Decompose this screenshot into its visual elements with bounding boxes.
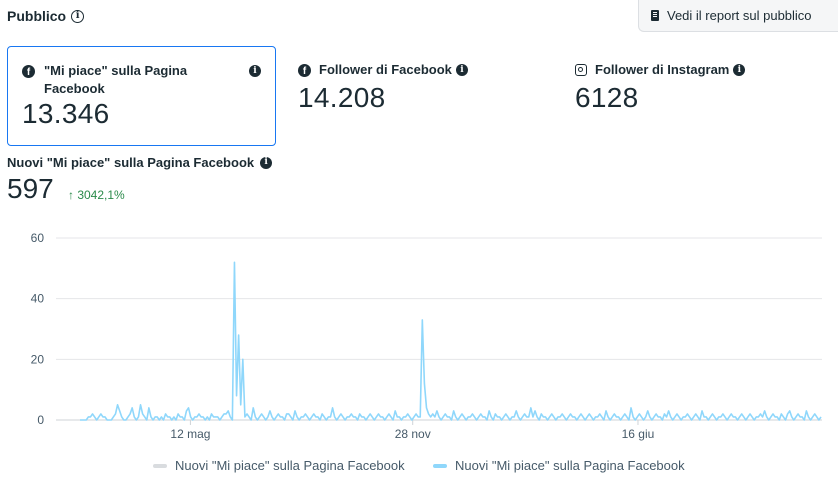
x-tick-label: 12 mag	[170, 427, 210, 441]
info-icon[interactable]: i	[249, 65, 261, 77]
legend-swatch-current	[433, 463, 447, 468]
y-axis-ticks: 60 40 20 0	[31, 231, 45, 427]
card-title: "Mi piace" sulla Pagina Facebook	[44, 63, 188, 96]
y-tick-label: 20	[31, 352, 45, 366]
card-value: 14.208	[298, 82, 386, 113]
metric-card-facebook-page-likes[interactable]: f "Mi piace" sulla Pagina Facebook i 13.…	[7, 46, 276, 146]
report-book-icon	[651, 10, 659, 21]
metric-card-instagram-followers[interactable]: Follower di Instagram i 6128	[575, 46, 815, 146]
instagram-icon	[575, 64, 587, 76]
info-icon[interactable]: i	[733, 64, 746, 76]
legend-label-previous: Nuovi "Mi piace" sulla Pagina Facebook	[175, 458, 405, 473]
series-line-new-page-likes	[80, 261, 822, 421]
card-title: Follower di Instagram	[595, 62, 730, 77]
audience-header: Pubblico i	[7, 8, 85, 24]
legend-item-previous[interactable]: Nuovi "Mi piace" sulla Pagina Facebook	[153, 458, 405, 473]
x-tick-label: 28 nov	[395, 427, 431, 441]
legend-item-current[interactable]: Nuovi "Mi piace" sulla Pagina Facebook	[433, 458, 685, 473]
info-icon[interactable]: i	[71, 9, 85, 23]
card-title: Follower di Facebook	[319, 62, 452, 77]
audience-report-button-label: Vedi il report sul pubblico	[667, 8, 812, 23]
metric-card-facebook-followers[interactable]: f Follower di Facebook i 14.208	[298, 46, 538, 146]
x-axis-ticks: 12 mag 28 nov 16 giu	[170, 420, 654, 441]
metric-title: Nuovi "Mi piace" sulla Pagina Facebook i	[7, 155, 273, 170]
x-tick-label: 16 giu	[622, 427, 655, 441]
info-icon[interactable]: i	[260, 156, 273, 169]
info-icon[interactable]: i	[455, 64, 468, 76]
legend-label-current: Nuovi "Mi piace" sulla Pagina Facebook	[455, 458, 685, 473]
chart-grid	[56, 237, 822, 421]
card-value: 13.346	[22, 98, 110, 129]
card-value: 6128	[575, 82, 639, 113]
facebook-icon: f	[298, 63, 311, 77]
y-tick-label: 0	[37, 413, 44, 427]
metric-value: 597	[7, 173, 54, 204]
page-title: Pubblico	[7, 8, 67, 24]
y-tick-label: 40	[31, 292, 45, 306]
metric-change-badge: ↑ 3042,1%	[68, 188, 125, 202]
legend-swatch-previous	[153, 463, 167, 468]
y-tick-label: 60	[31, 231, 45, 245]
audience-report-button[interactable]: Vedi il report sul pubblico	[638, 0, 838, 32]
chart-series	[80, 261, 822, 421]
facebook-icon: f	[22, 65, 35, 78]
